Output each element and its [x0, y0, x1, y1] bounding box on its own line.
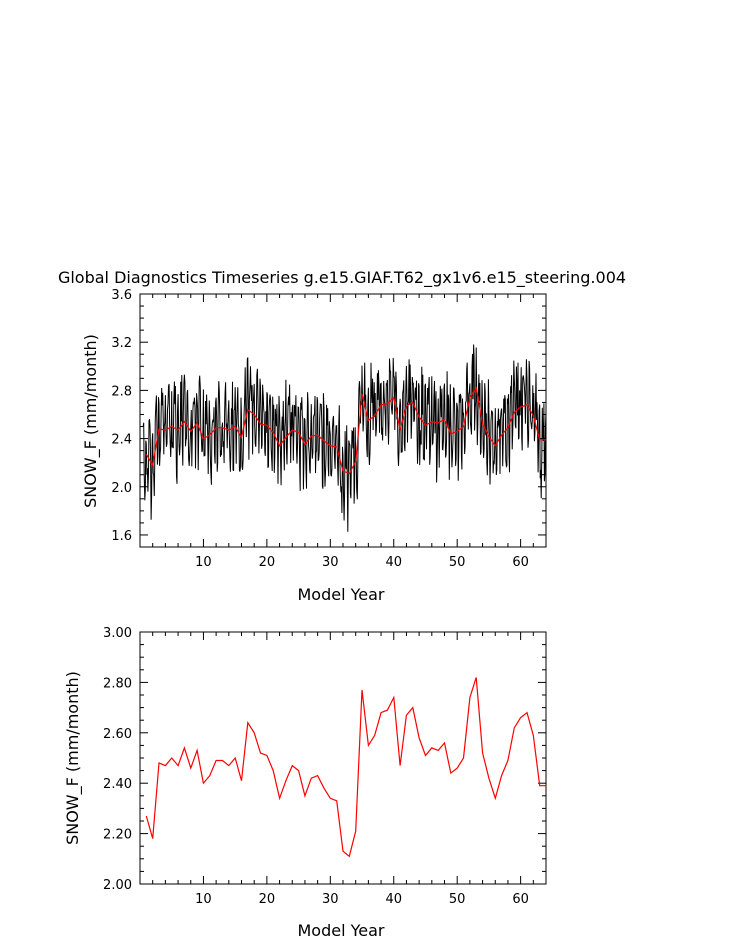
panel1-y-tick-label: 2.00 [103, 878, 132, 893]
panel0-series-line-1 [145, 386, 546, 475]
bottom-y-axis-label: SNOW_F (mm/month) [63, 671, 83, 845]
panel1-y-tick-label: 2.20 [103, 828, 132, 843]
panel1-y-tick-label: 3.00 [103, 626, 132, 641]
panel0-x-tick-label: 60 [512, 555, 529, 570]
panel0-x-tick-label: 30 [322, 555, 339, 570]
panel0-x-tick-label: 10 [195, 555, 212, 570]
panel1-x-tick-label: 20 [259, 892, 276, 907]
top-y-axis-label: SNOW_F (mm/month) [81, 334, 101, 508]
panel0-y-tick-label: 2.8 [111, 384, 132, 399]
chart-title: Global Diagnostics Timeseries g.e15.GIAF… [58, 268, 626, 288]
panel1-x-tick-label: 30 [322, 892, 339, 907]
panel1-series-line-0 [145, 677, 546, 858]
panel1-y-tick-label: 2.40 [103, 777, 132, 792]
panel0-y-tick-label: 2.0 [111, 481, 132, 496]
top-panel: Model Year SNOW_F (mm/month) 10 20 30 40 50 6… [81, 288, 547, 604]
top-x-axis-label: Model Year [298, 585, 385, 604]
panel1-x-tick-label: 50 [449, 892, 466, 907]
panel0-x-tick-label: 50 [449, 555, 466, 570]
panel1-y-tick-label: 2.60 [103, 727, 132, 742]
panel0-y-tick-label: 3.6 [111, 288, 132, 303]
panel1-x-tick-label: 10 [195, 892, 212, 907]
panel0-x-tick-label: 40 [385, 555, 402, 570]
bottom-x-axis-label: Model Year [298, 921, 385, 940]
bottom-panel: Model Year SNOW_F (mm/month) 10 20 30 40 50 6… [63, 626, 547, 940]
panel0-y-tick-label: 3.2 [111, 336, 132, 351]
panel1-x-tick-label: 40 [385, 892, 402, 907]
panel1-y-tick-label: 2.80 [103, 676, 132, 691]
panel1-plot-frame [139, 631, 547, 885]
panel0-y-tick-label: 1.6 [111, 529, 132, 544]
panel0-x-tick-label: 20 [259, 555, 276, 570]
panel0-y-tick-label: 2.4 [111, 433, 132, 448]
panel0-series-line-0 [142, 344, 546, 532]
panel1-x-tick-label: 60 [512, 892, 529, 907]
